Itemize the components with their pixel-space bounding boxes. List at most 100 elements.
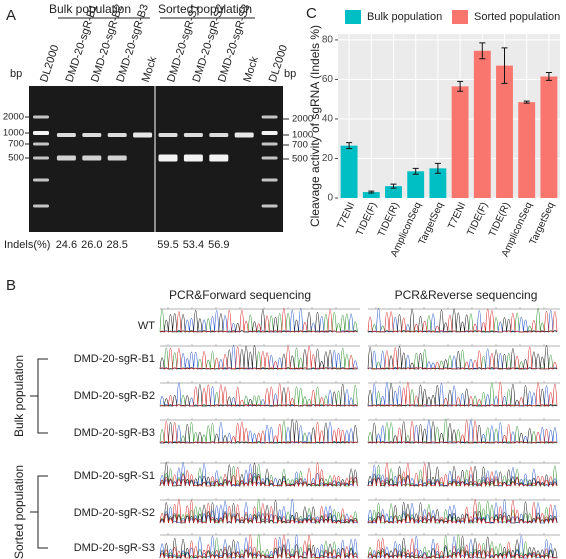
chromatogram-trace [159,383,358,407]
gel-band [209,154,229,162]
gel-band [33,115,49,119]
error-bar [501,47,508,84]
chromatogram-trace [367,535,558,559]
chromatogram-trace [367,534,558,559]
bracket [30,475,48,549]
indels-value: 56.9 [208,239,229,251]
chromatogram-trace [367,382,558,407]
chromatogram-trace [159,345,358,370]
bar [451,86,469,198]
gel-band [261,204,278,208]
marker-label: 700 [292,140,308,151]
bar [362,192,380,198]
chromatogram-trace [159,534,358,559]
marker-label: 1000 [3,128,24,139]
lane-label: Mock [241,55,261,84]
legend-label: Bulk population [367,11,442,23]
gel-band [107,133,127,137]
gel-band [33,178,49,182]
chromatogram-trace [367,382,558,407]
chromatogram-trace [159,462,358,488]
indels-value: 59.5 [157,239,178,251]
gel-band [183,133,203,137]
x-tick-label: T7ENI [446,201,468,231]
panel-label: C [306,5,317,22]
chromatogram-trace [367,420,558,444]
y-axis-label: Cleavage activity of sgRNA (Indels %) [308,25,322,227]
sample-label: DMD-20-sgR-S3 [74,542,155,554]
chromatogram-trace [367,538,558,559]
marker-label: 700 [8,139,24,150]
gel-band [261,131,278,135]
gel-band [209,133,229,137]
y-tick-label: 80 [322,35,334,46]
gel-band [107,155,127,161]
chromatogram-trace [367,419,558,444]
chromatogram-trace [159,308,358,333]
gel-band [33,156,49,160]
bar [385,186,402,198]
indels-value: 28.5 [106,239,127,251]
group-label: Sorted population [158,2,252,16]
gel-band [158,133,178,137]
marker-label: 500 [292,154,308,165]
bar [518,102,536,198]
group-label: Bulk population [49,2,131,16]
x-tick-label: T7ENI [335,201,357,231]
sample-label: DMD-20-sgR-B1 [74,353,155,365]
chromatogram-trace [368,382,558,407]
gel-band [261,142,278,146]
gel-band [261,178,278,182]
sample-label: WT [138,320,155,332]
x-tick-label: TIDE(F) [354,201,379,238]
panel-label: B [6,277,16,294]
error-bar [412,167,419,175]
gel-band [82,133,102,137]
chromatogram-trace [367,308,558,333]
gel-band [56,133,76,137]
legend-label: Sorted population [474,11,560,23]
gel-band [133,132,153,138]
chromatogram-trace [367,420,558,444]
error-bar [390,183,397,189]
sample-label: DMD-20-sgR-S2 [74,507,155,519]
gel-band [261,156,278,160]
sample-label: DMD-20-sgR-B3 [74,427,155,439]
gel-band [183,154,203,162]
y-tick-label: 20 [322,153,334,164]
indels-value: 24.6 [56,239,77,251]
chromatogram-trace [367,308,558,333]
marker-label: 500 [8,153,24,164]
indels-value: 26.0 [81,239,102,251]
gel-band [33,131,49,135]
legend-swatch [345,10,361,24]
gel-band [56,155,76,161]
sample-label: DMD-20-sgR-S1 [74,470,155,482]
chromatogram-trace [367,382,558,407]
chromatogram-trace [159,499,358,525]
gel-band [261,115,278,119]
error-bar [346,142,353,150]
gel-band [33,204,49,208]
bracket [30,358,48,434]
bp-label: bp [10,68,22,80]
error-bar [457,80,464,92]
indels-label: Indels(%) [4,239,50,251]
legend-swatch [452,10,468,24]
group-label: Bulk population [12,355,26,437]
chromatogram-trace [367,346,558,370]
gel-band [82,155,102,161]
chromatogram-trace [159,421,358,444]
gel-band [33,142,49,146]
column-header: PCR&Forward sequencing [169,288,311,302]
chromatogram-trace [367,501,558,525]
bar [496,65,513,198]
error-bar [523,100,530,104]
x-tick-label: TIDE(F) [465,201,490,238]
marker-label: 1000 [292,130,313,141]
column-header: PCR&Reverse sequencing [395,288,538,302]
error-bar [368,190,375,194]
chromatogram-trace [367,464,558,488]
chromatogram-trace [367,462,558,488]
